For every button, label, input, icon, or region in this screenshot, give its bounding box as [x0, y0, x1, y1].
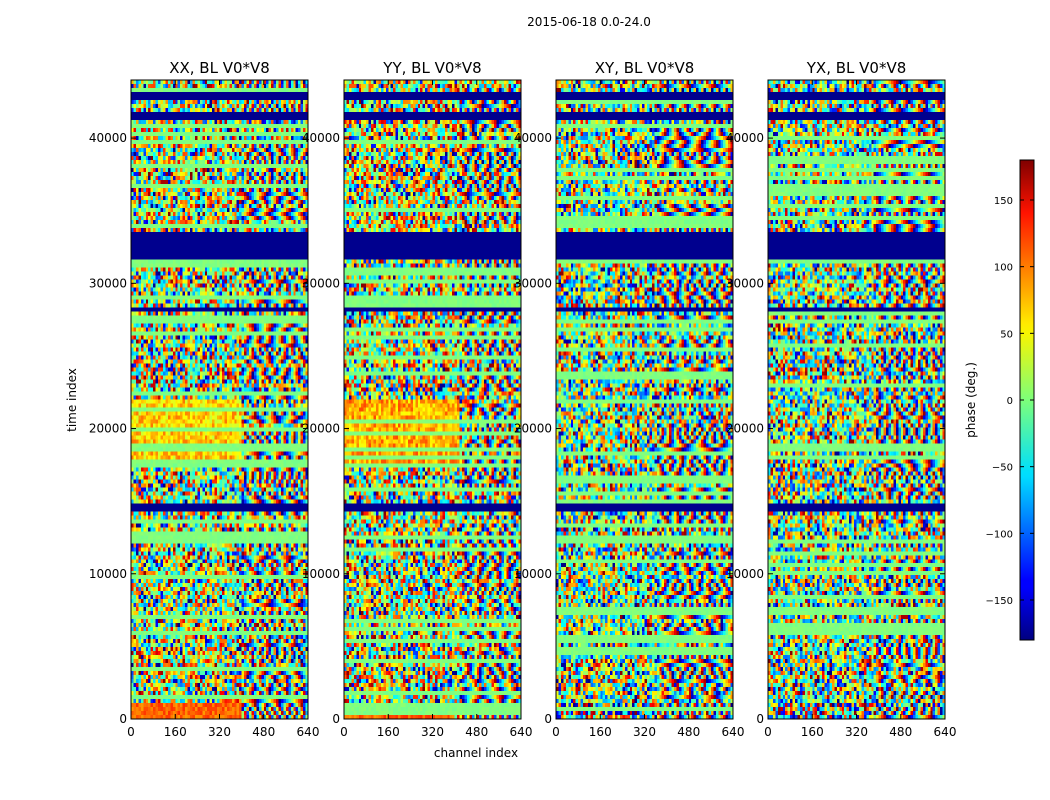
- panel-4: YX, BL V0*V8 0 160 320 480 640 0 10000 20000 3000…: [726, 59, 957, 739]
- colorbar-tick-label: −50: [992, 463, 1013, 474]
- y-tick-label: 40000: [514, 131, 552, 145]
- x-tick-label: 640: [934, 725, 957, 739]
- y-tick-label: 0: [756, 712, 764, 726]
- colorbar-label: phase (deg.): [964, 362, 978, 438]
- y-tick-label: 10000: [514, 567, 552, 581]
- x-tick-label: 320: [633, 725, 656, 739]
- y-tick-label: 0: [119, 712, 127, 726]
- y-tick-label: 10000: [726, 567, 764, 581]
- panel-title-2: YY, BL V0*V8: [382, 59, 481, 77]
- y-tick-label: 40000: [302, 131, 340, 145]
- heatmap-panels: XX, BL V0*V8 0 160 320 480 640 0 10000 20000 3000…: [89, 59, 957, 739]
- panel-3: XY, BL V0*V8 0 160 320 480 640 0 10000 20000 3000…: [514, 59, 745, 739]
- x-tick-label: 640: [722, 725, 745, 739]
- y-tick-label: 20000: [514, 422, 552, 436]
- colorbar-tick-label: 0: [1007, 396, 1013, 407]
- x-tick-label: 320: [208, 725, 231, 739]
- panel-1: XX, BL V0*V8 0 160 320 480 640 0 10000 20000 3000…: [89, 59, 320, 739]
- x-tick-label: 480: [889, 725, 912, 739]
- x-tick-label: 640: [510, 725, 533, 739]
- x-tick-label: 480: [677, 725, 700, 739]
- x-tick-label: 160: [377, 725, 400, 739]
- heatmap-image-2: [344, 80, 521, 719]
- x-tick-label: 480: [465, 725, 488, 739]
- y-tick-label: 10000: [89, 567, 127, 581]
- x-tick-label: 0: [127, 725, 135, 739]
- x-tick-label: 640: [297, 725, 320, 739]
- y-tick-label: 30000: [514, 276, 552, 290]
- x-tick-label: 0: [552, 725, 560, 739]
- x-tick-label: 160: [801, 725, 824, 739]
- colorbar-tick-label: 150: [994, 196, 1013, 207]
- panel-2: YY, BL V0*V8 0 160 320 480 640 0 10000 20000 3000…: [302, 59, 533, 739]
- colorbar-tick-label: −150: [986, 596, 1013, 607]
- colorbar-ticks: −150 −100 −50 0 50 100 150: [986, 196, 1034, 607]
- x-tick-label: 480: [252, 725, 275, 739]
- y-tick-label: 30000: [302, 276, 340, 290]
- y-tick-label: 0: [544, 712, 552, 726]
- x-tick-label: 160: [164, 725, 187, 739]
- panel-title-1: XX, BL V0*V8: [169, 59, 270, 77]
- y-tick-label: 20000: [726, 422, 764, 436]
- y-axis-label: time index: [65, 368, 79, 432]
- x-tick-label: 160: [589, 725, 612, 739]
- y-tick-label: 40000: [89, 131, 127, 145]
- y-tick-label: 30000: [89, 276, 127, 290]
- y-tick-label: 0: [332, 712, 340, 726]
- x-axis-label: channel index: [434, 746, 518, 760]
- x-tick-label: 320: [845, 725, 868, 739]
- y-tick-label: 20000: [89, 422, 127, 436]
- y-tick-label: 20000: [302, 422, 340, 436]
- colorbar-tick-label: 100: [994, 263, 1013, 274]
- colorbar-tick-label: −100: [986, 529, 1013, 540]
- x-tick-label: 320: [421, 725, 444, 739]
- heatmap-image-1: [131, 80, 308, 719]
- y-tick-label: 10000: [302, 567, 340, 581]
- heatmap-image-4: [768, 80, 945, 719]
- panel-title-3: XY, BL V0*V8: [595, 59, 695, 77]
- y-tick-label: 40000: [726, 131, 764, 145]
- suptitle: 2015-06-18 0.0-24.0: [527, 15, 651, 29]
- colorbar: −150 −100 −50 0 50 100 150 phase (deg.): [964, 159, 1035, 641]
- x-tick-label: 0: [764, 725, 772, 739]
- panel-title-4: YX, BL V0*V8: [806, 59, 907, 77]
- y-tick-label: 30000: [726, 276, 764, 290]
- colorbar-tick-label: 50: [1000, 329, 1013, 340]
- heatmap-image-3: [556, 80, 733, 719]
- x-tick-label: 0: [340, 725, 348, 739]
